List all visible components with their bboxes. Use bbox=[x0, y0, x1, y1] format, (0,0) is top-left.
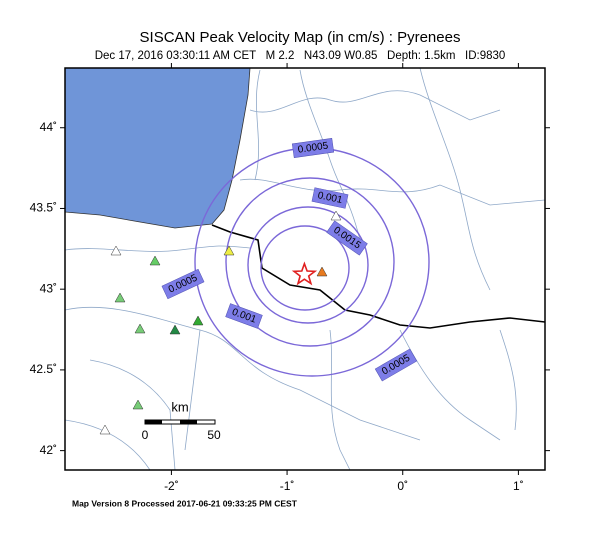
lat-tick-label: 42˚ bbox=[40, 443, 57, 457]
scale-unit: km bbox=[171, 399, 188, 414]
subtitle: Dec 17, 2016 03:30:11 AM CET M 2.2 N43.0… bbox=[95, 50, 506, 62]
epicenter bbox=[291, 261, 318, 286]
contour-label: 0.001 bbox=[317, 190, 344, 206]
stations bbox=[99, 210, 342, 435]
sea bbox=[65, 68, 251, 229]
scale-label: 50 bbox=[207, 428, 221, 442]
lat-tick-label: 42.5˚ bbox=[30, 362, 57, 376]
scale-label: 0 bbox=[142, 428, 149, 442]
contour-labels: 0.0005 0.001 0.0015 0.0005 0.001 0.0005 bbox=[161, 138, 418, 382]
rivers bbox=[65, 68, 545, 470]
scale-bar: km 0 50 bbox=[142, 399, 221, 442]
footer: Map Version 8 Processed 2017-06-21 09:33… bbox=[72, 498, 298, 508]
frame bbox=[64, 67, 546, 471]
map-area: 0.0005 0.001 0.0015 0.0005 0.001 0.0005 … bbox=[65, 68, 545, 470]
lon-tick-label: -2˚ bbox=[164, 479, 179, 493]
lat-tick-label: 43˚ bbox=[40, 281, 57, 295]
title: SISCAN Peak Velocity Map (in cm/s) : Pyr… bbox=[140, 29, 461, 46]
lon-tick-label: 0˚ bbox=[397, 479, 408, 493]
lon-tick-label: 1˚ bbox=[513, 479, 524, 493]
contour-label: 0.0005 bbox=[297, 141, 329, 156]
lon-tick-label: -1˚ bbox=[280, 479, 295, 493]
lat-tick-label: 43.5˚ bbox=[30, 201, 57, 215]
lat-tick-label: 44˚ bbox=[40, 120, 57, 134]
